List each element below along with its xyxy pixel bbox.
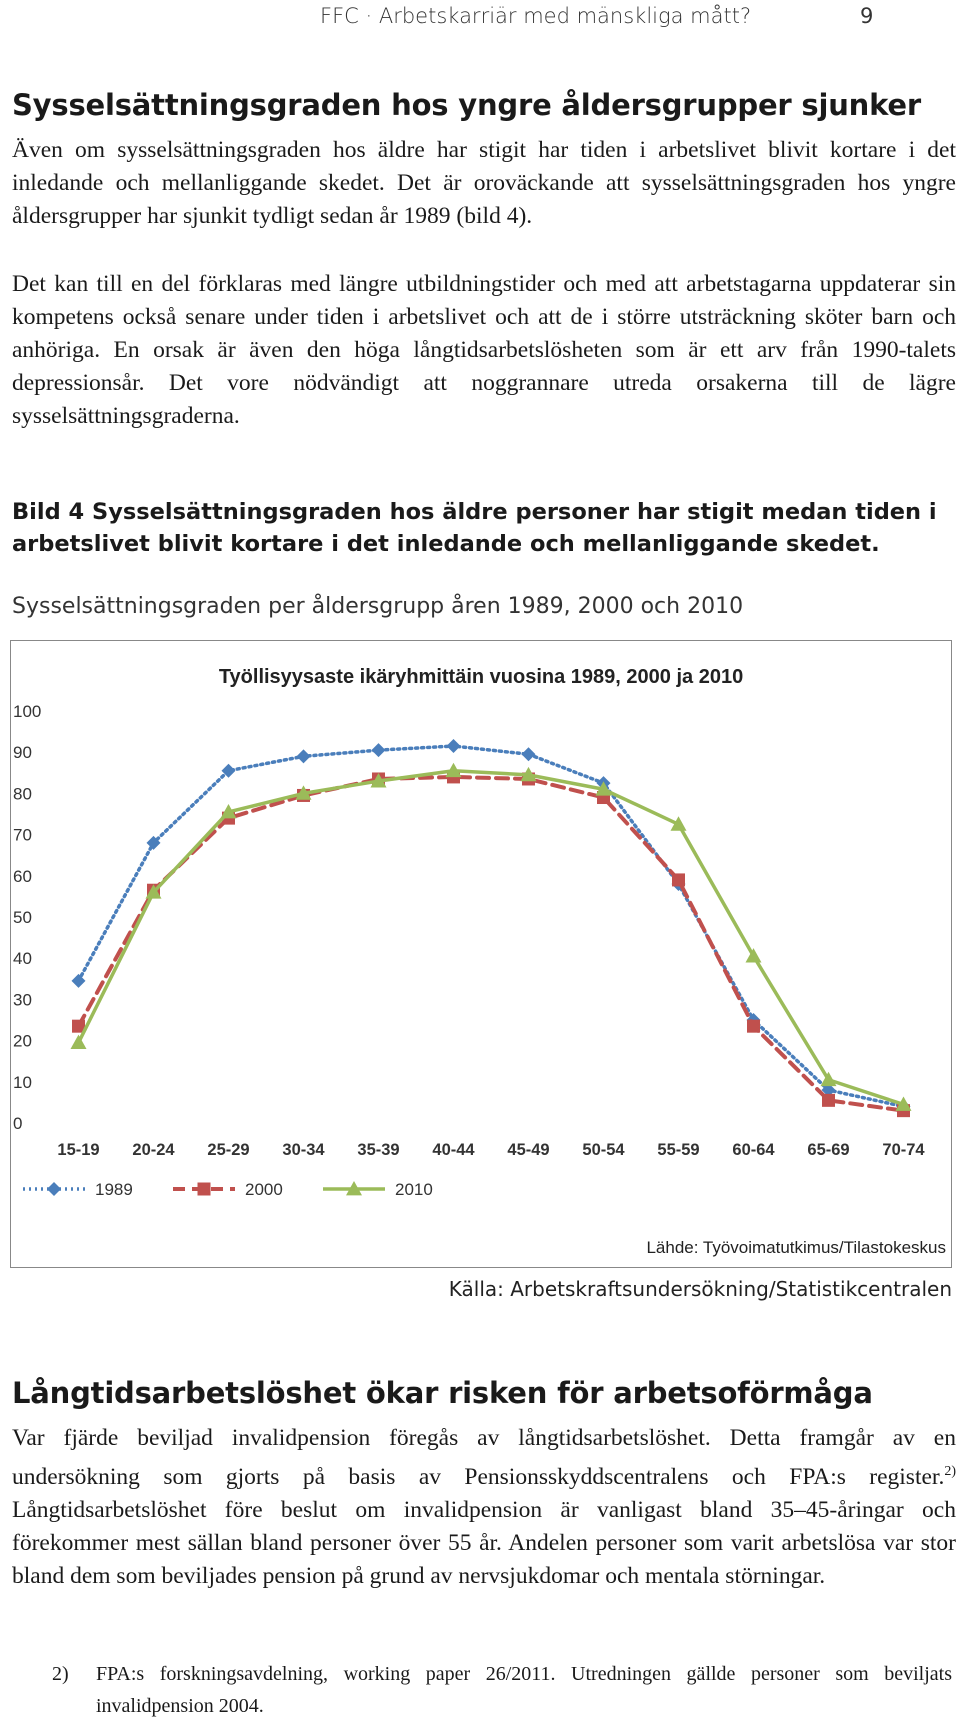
chart-title: Työllisyysaste ikäryhmittäin vuosina 198… <box>219 666 743 688</box>
legend-item-2010: 2010 <box>323 1180 433 1199</box>
y-tick-label: 60 <box>13 867 32 886</box>
legend: 1989 2000 2010 <box>23 1180 433 1199</box>
section-heading-2: Långtidsarbetslöshet ökar risken för arb… <box>12 1376 873 1410</box>
data-point <box>822 1093 835 1107</box>
x-tick-label: 35-39 <box>357 1141 399 1159</box>
data-point <box>595 781 612 796</box>
document-title: FFC · Arbetskarriär med mänskliga mått? <box>320 4 752 28</box>
series-line-2000 <box>76 774 906 1113</box>
x-tick-label: 25-29 <box>207 1141 249 1159</box>
x-tick-label: 40-44 <box>432 1141 475 1159</box>
data-point <box>145 884 162 899</box>
footnote-text: FPA:s forskningsavdelning, working paper… <box>96 1663 952 1717</box>
data-point <box>371 743 386 758</box>
legend-label: 1989 <box>95 1180 133 1199</box>
x-axis: 15-19 20-24 25-29 30-34 35-39 40-44 45-49 50-54… <box>57 1141 925 1159</box>
section-heading-1: Sysselsättningsgraden hos yngre åldersgr… <box>12 88 921 122</box>
data-point <box>820 1071 837 1087</box>
paragraph-2: Det kan till en del förklaras med längre… <box>12 271 956 429</box>
series-line-2010 <box>76 768 906 1107</box>
data-point <box>821 1083 836 1098</box>
x-tick-label: 50-54 <box>582 1141 625 1159</box>
figure-subtitle: Sysselsättningsgraden per åldersgrupp år… <box>12 594 744 619</box>
y-tick-label: 70 <box>13 826 32 845</box>
paragraph-3: Var fjärde beviljad invalidpension föreg… <box>12 1422 956 1593</box>
y-axis: 0 10 20 30 40 50 60 70 80 90 100 <box>13 702 41 1133</box>
chart-container: Työllisyysaste ikäryhmittäin vuosina 198… <box>10 640 952 1268</box>
figure-source: Källa: Arbetskraftsundersökning/Statisti… <box>448 1277 952 1301</box>
data-point <box>47 1182 61 1196</box>
data-point <box>521 747 536 762</box>
data-point <box>672 873 685 887</box>
paragraph-3-text-b: Långtidsarbetslöshet före beslut om inva… <box>12 1496 956 1589</box>
data-point <box>71 973 86 988</box>
legend-item-1989: 1989 <box>23 1180 133 1199</box>
page-number: 9 <box>860 4 874 28</box>
data-point <box>146 835 161 850</box>
legend-label: 2000 <box>245 1180 283 1199</box>
series-2000 <box>72 770 910 1118</box>
data-point <box>747 1019 760 1033</box>
series-line-1989 <box>76 744 906 1109</box>
legend-label: 2010 <box>395 1180 433 1199</box>
x-tick-label: 20-24 <box>132 1141 175 1159</box>
data-point <box>220 803 237 819</box>
footnote: 2) FPA:s forskningsavdelning, working pa… <box>52 1658 952 1722</box>
x-tick-label: 45-49 <box>507 1141 549 1159</box>
data-point <box>197 1182 211 1196</box>
x-tick-label: 60-64 <box>732 1141 775 1159</box>
paragraph-3-text-a: Var fjärde beviljad invalidpension föreg… <box>12 1425 956 1490</box>
footnote-reference[interactable]: 2) <box>944 1464 956 1479</box>
y-tick-label: 80 <box>13 784 32 803</box>
data-point <box>520 766 537 782</box>
running-header: FFC · Arbetskarriär med mänskliga mått? … <box>0 4 960 34</box>
data-point <box>670 816 687 831</box>
y-tick-label: 90 <box>13 743 32 762</box>
data-point <box>895 1096 912 1111</box>
figure-caption: Bild 4 Sysselsättningsgraden hos äldre p… <box>12 499 937 557</box>
footnote-number: 2) <box>52 1663 69 1685</box>
data-point <box>72 1019 85 1033</box>
legend-item-2000: 2000 <box>173 1180 283 1199</box>
data-point <box>295 785 312 800</box>
y-tick-label: 0 <box>13 1114 22 1133</box>
data-point <box>296 749 311 764</box>
data-point <box>446 739 461 754</box>
y-tick-label: 30 <box>13 990 32 1009</box>
data-point <box>370 773 387 788</box>
series-layer <box>70 739 912 1118</box>
y-tick-label: 20 <box>13 1032 32 1051</box>
y-tick-label: 50 <box>13 908 32 927</box>
series-2010 <box>70 762 912 1111</box>
y-tick-label: 100 <box>13 702 41 721</box>
employment-rate-chart: Työllisyysaste ikäryhmittäin vuosina 198… <box>13 666 946 1257</box>
data-point <box>745 948 762 963</box>
chart-source-note: Lähde: Työvoimatutkimus/Tilastokeskus <box>646 1238 946 1257</box>
data-point <box>221 763 236 778</box>
x-tick-label: 55-59 <box>657 1141 699 1159</box>
y-tick-label: 40 <box>13 949 32 968</box>
x-tick-label: 65-69 <box>807 1141 849 1159</box>
paragraph-1: Även om sysselsättningsgraden hos äldre … <box>12 137 956 229</box>
data-point <box>70 1034 87 1050</box>
x-tick-label: 30-34 <box>282 1141 325 1159</box>
x-tick-label: 70-74 <box>882 1141 925 1159</box>
x-tick-label: 15-19 <box>57 1141 99 1159</box>
data-point <box>346 1181 362 1196</box>
data-point <box>445 762 462 778</box>
y-tick-label: 10 <box>13 1073 32 1092</box>
